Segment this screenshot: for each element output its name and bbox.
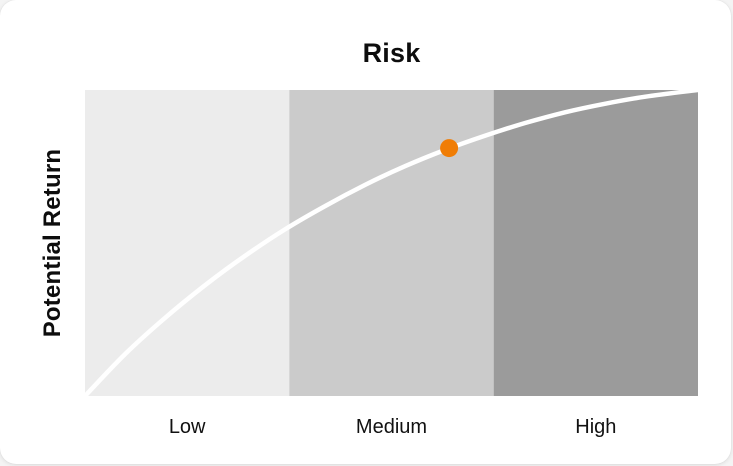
risk-return-chart bbox=[85, 90, 698, 396]
y-axis-label-text: Potential Return bbox=[39, 148, 66, 338]
x-axis-labels: Low Medium High bbox=[85, 416, 698, 439]
plot-area bbox=[85, 90, 698, 396]
chart-title: Risk bbox=[362, 38, 421, 68]
x-tick-label-medium: Medium bbox=[355, 416, 428, 438]
zone-band-medium bbox=[289, 90, 494, 396]
x-tick-label-low: Low bbox=[168, 416, 206, 438]
risk-return-curve bbox=[85, 90, 698, 396]
zone-band-high bbox=[493, 90, 698, 396]
zone-band-low bbox=[85, 90, 290, 396]
x-tick-label-high: High bbox=[575, 416, 617, 438]
current-position-dot bbox=[440, 139, 459, 158]
